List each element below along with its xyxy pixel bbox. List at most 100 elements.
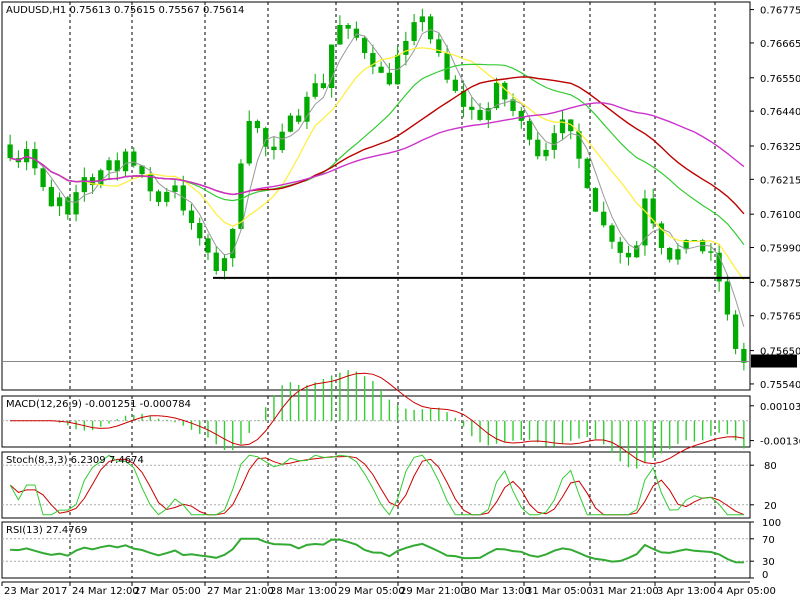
candle-body bbox=[65, 197, 71, 215]
candle bbox=[106, 157, 112, 181]
candle bbox=[238, 159, 244, 231]
chart-title: AUDUSD,H1 0.75613 0.75615 0.75567 0.7561… bbox=[6, 5, 244, 16]
candle bbox=[263, 126, 269, 157]
candle-body bbox=[691, 240, 698, 242]
candle-body bbox=[172, 185, 178, 192]
y-tick-label: 20 bbox=[764, 501, 777, 512]
rsi-line bbox=[10, 537, 744, 564]
candle-body bbox=[411, 22, 417, 41]
y-tick-label: 0.75540 bbox=[760, 380, 800, 391]
candle bbox=[559, 109, 566, 141]
candle-body bbox=[378, 66, 384, 73]
candle-body bbox=[56, 197, 63, 207]
candle-body bbox=[353, 28, 360, 38]
panel-frame-rsi bbox=[1, 521, 751, 579]
candle-body bbox=[502, 82, 508, 100]
moving-average-green bbox=[9, 63, 745, 246]
candle bbox=[304, 91, 310, 130]
candle-body bbox=[81, 177, 87, 193]
candle bbox=[444, 45, 450, 84]
candle-body bbox=[568, 119, 574, 132]
candle-body bbox=[238, 163, 244, 229]
candle-body bbox=[188, 210, 195, 224]
candle bbox=[287, 112, 294, 133]
x-tick-label: 24 Mar 12:00 bbox=[72, 586, 139, 597]
candle-body bbox=[221, 258, 228, 272]
panel-frame-stoch bbox=[1, 451, 751, 519]
x-tick-label: 29 Mar 05:00 bbox=[338, 586, 405, 597]
macd-panel: 0.00103 -0.00136 bbox=[2, 370, 800, 469]
moving-average-red bbox=[9, 76, 745, 215]
candle-body bbox=[370, 53, 376, 67]
candle bbox=[180, 175, 186, 216]
candle-body bbox=[254, 121, 261, 129]
candle bbox=[296, 109, 302, 125]
candle bbox=[592, 187, 599, 212]
candle bbox=[378, 61, 384, 74]
candle-body bbox=[164, 191, 170, 202]
candle-body bbox=[73, 192, 79, 215]
x-tick-label: 31 Mar 21:00 bbox=[592, 586, 659, 597]
candle-body bbox=[617, 241, 623, 253]
candle bbox=[419, 8, 425, 32]
candle-body bbox=[732, 314, 739, 349]
candle-body bbox=[724, 281, 731, 315]
candle bbox=[642, 189, 648, 256]
candle bbox=[650, 188, 656, 229]
candle bbox=[510, 93, 516, 117]
y-tick-label: 0.75650 bbox=[760, 347, 800, 358]
candle bbox=[568, 119, 574, 140]
candle bbox=[741, 342, 747, 371]
candle-body bbox=[296, 115, 302, 122]
candle-body bbox=[436, 39, 442, 54]
candle bbox=[345, 23, 351, 39]
x-tick-label: 31 Mar 05:00 bbox=[526, 586, 593, 597]
candle bbox=[213, 246, 219, 275]
candle-body bbox=[700, 240, 706, 252]
candle-body bbox=[287, 115, 294, 132]
candle-body bbox=[263, 128, 269, 147]
candle-body bbox=[271, 146, 277, 151]
y-tick-label: 0.76215 bbox=[760, 175, 800, 186]
y-tick-label: 70 bbox=[762, 535, 775, 546]
x-tick-label: 23 Mar 2017 bbox=[4, 586, 67, 597]
candle-body bbox=[584, 158, 590, 189]
candle-body bbox=[403, 40, 409, 55]
candle bbox=[40, 165, 46, 192]
candle-body bbox=[122, 151, 129, 172]
y-tick-label: 0.76665 bbox=[760, 39, 800, 50]
candle bbox=[469, 97, 475, 120]
candle bbox=[205, 234, 211, 261]
candle-body bbox=[485, 108, 491, 120]
panel-frames bbox=[1, 1, 751, 583]
candle bbox=[716, 243, 722, 292]
candle bbox=[329, 44, 335, 98]
stoch-panel: 80 20 bbox=[2, 461, 777, 512]
candle-body bbox=[510, 99, 516, 111]
candle-body bbox=[650, 198, 656, 224]
candle bbox=[601, 201, 607, 228]
candle-body bbox=[312, 83, 318, 97]
candle-body bbox=[427, 16, 434, 40]
candle bbox=[197, 217, 203, 246]
candle-body bbox=[493, 82, 500, 109]
y-tick-label: 0.76100 bbox=[760, 210, 800, 221]
moving-average-yellow bbox=[9, 47, 745, 281]
candle bbox=[254, 119, 261, 133]
moving-average-magenta bbox=[9, 102, 745, 196]
stoch-main-line bbox=[9, 454, 744, 516]
x-tick-label: 3 Apr 13:00 bbox=[657, 586, 716, 597]
candle bbox=[691, 239, 698, 242]
candle bbox=[7, 134, 13, 162]
candle bbox=[114, 152, 120, 181]
y-tick-label: -0.00136 bbox=[760, 437, 800, 448]
candle-body bbox=[518, 110, 524, 121]
candle bbox=[452, 75, 458, 93]
candle bbox=[221, 254, 228, 280]
candle bbox=[617, 236, 623, 264]
candle bbox=[584, 157, 590, 189]
candle bbox=[246, 110, 252, 166]
rsi-label: RSI(13) 27.4769 bbox=[6, 525, 87, 536]
